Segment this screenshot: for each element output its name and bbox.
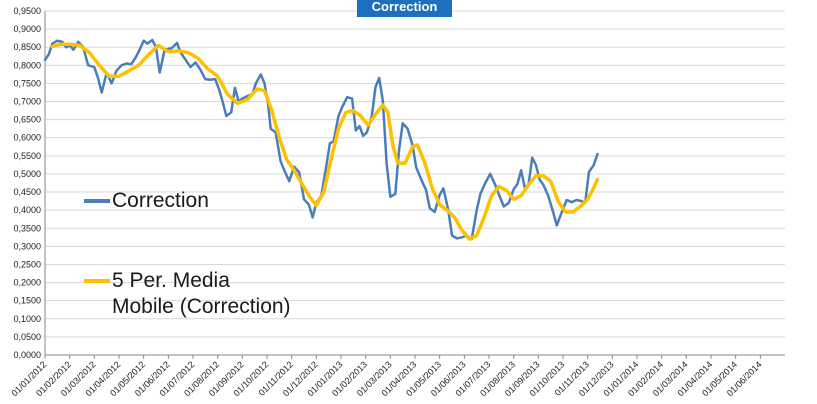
y-tick-label: 0,8000: [13, 60, 41, 70]
legend-label-moving-average-line-2: Mobile (Correction): [112, 295, 291, 318]
y-tick-label: 0,3500: [13, 223, 41, 233]
y-tick-label: 0,4000: [13, 205, 41, 215]
legend-entry-moving-average: 5 Per. Media Mobile (Correction): [84, 268, 291, 320]
y-tick-label: 0,3000: [13, 241, 41, 251]
legend-label-correction: Correction: [112, 189, 209, 212]
y-tick-label: 0,1500: [13, 296, 41, 306]
legend-entry-correction: Correction: [84, 188, 209, 214]
y-tick-label: 0,2000: [13, 278, 41, 288]
chart-title: Correction: [357, 0, 452, 17]
gridlines: [45, 10, 785, 338]
legend-swatch-correction: [84, 199, 110, 203]
y-tick-label: 0,7500: [13, 78, 41, 88]
series-line-moving-average: [50, 42, 600, 241]
y-tick-label: 0,5500: [13, 151, 41, 161]
series-layer: [43, 38, 600, 241]
y-tick-label: 0,0000: [13, 350, 41, 360]
y-tick-label: 0,9000: [13, 24, 41, 34]
y-tick-label: 0,0500: [13, 332, 41, 342]
y-axis-tick-labels: 0,0000 0,0500 0,1000 0,1500 0,2000 0,2500 0,30…: [13, 6, 41, 360]
legend-label-moving-average: 5 Per. Media Mobile (Correction): [112, 268, 291, 320]
y-tick-label: 0,9500: [13, 6, 41, 16]
y-tick-label: 0,2500: [13, 259, 41, 269]
y-tick-label: 0,6500: [13, 115, 41, 125]
y-tick-label: 0,5000: [13, 169, 41, 179]
series-line-correction: [43, 38, 599, 241]
legend-label-moving-average-line-1: 5 Per. Media: [112, 269, 230, 292]
y-tick-label: 0,8500: [13, 42, 41, 52]
y-tick-label: 0,1000: [13, 314, 41, 324]
legend-swatch-moving-average: [84, 279, 110, 283]
y-tick-label: 0,4500: [13, 187, 41, 197]
y-tick-label: 0,7000: [13, 97, 41, 107]
x-axis-tick-labels: 01/01/201201/02/201201/03/201201/04/2012…: [9, 355, 764, 398]
y-tick-label: 0,6000: [13, 133, 41, 143]
